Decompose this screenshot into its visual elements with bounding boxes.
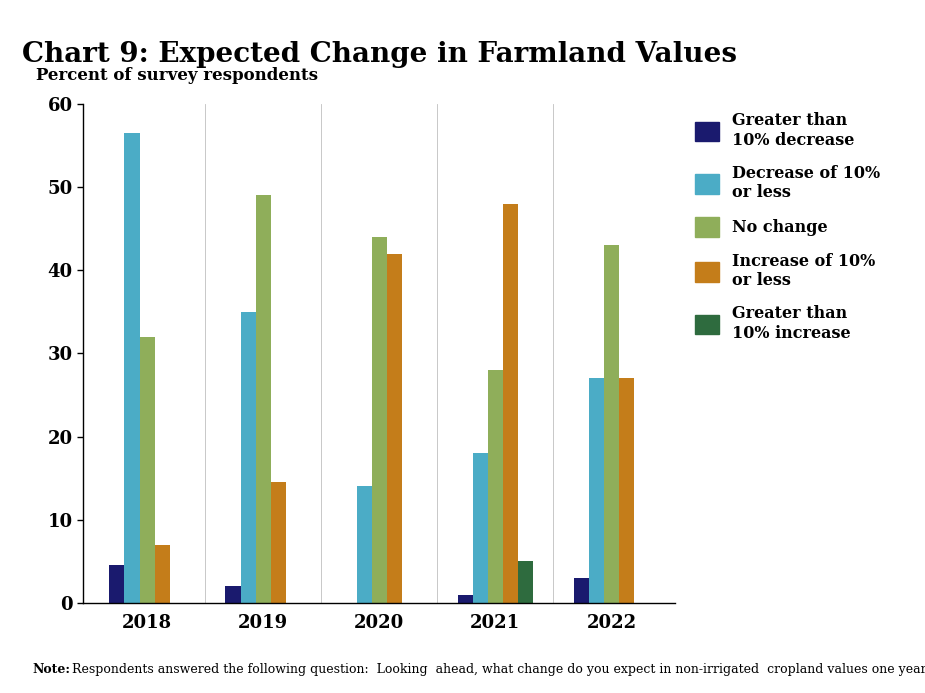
Bar <box>357 486 372 603</box>
Bar <box>372 237 387 603</box>
Text: Note:: Note: <box>32 663 70 676</box>
Bar <box>589 378 604 603</box>
Bar <box>458 595 473 603</box>
Bar <box>503 204 518 603</box>
Bar <box>271 482 286 603</box>
Bar <box>518 561 533 603</box>
Bar <box>240 312 255 603</box>
Legend: Greater than
10% decrease, Decrease of 10%
or less, No change, Increase of 10%
o: Greater than 10% decrease, Decrease of 1… <box>695 112 880 342</box>
Bar <box>574 578 589 603</box>
Bar <box>226 586 240 603</box>
Bar <box>604 245 619 603</box>
Bar <box>487 370 503 603</box>
Bar <box>619 378 634 603</box>
Bar <box>109 565 125 603</box>
Bar <box>387 254 401 603</box>
Text: Percent of survey respondents: Percent of survey respondents <box>36 67 318 84</box>
Bar <box>125 133 140 603</box>
Title: Chart 9: Expected Change in Farmland Values: Chart 9: Expected Change in Farmland Val… <box>22 42 736 69</box>
Bar <box>255 195 271 603</box>
Bar <box>154 545 169 603</box>
Text: Respondents answered the following question:  Looking  ahead, what change do you: Respondents answered the following quest… <box>68 663 925 676</box>
Bar <box>140 337 154 603</box>
Bar <box>473 453 487 603</box>
